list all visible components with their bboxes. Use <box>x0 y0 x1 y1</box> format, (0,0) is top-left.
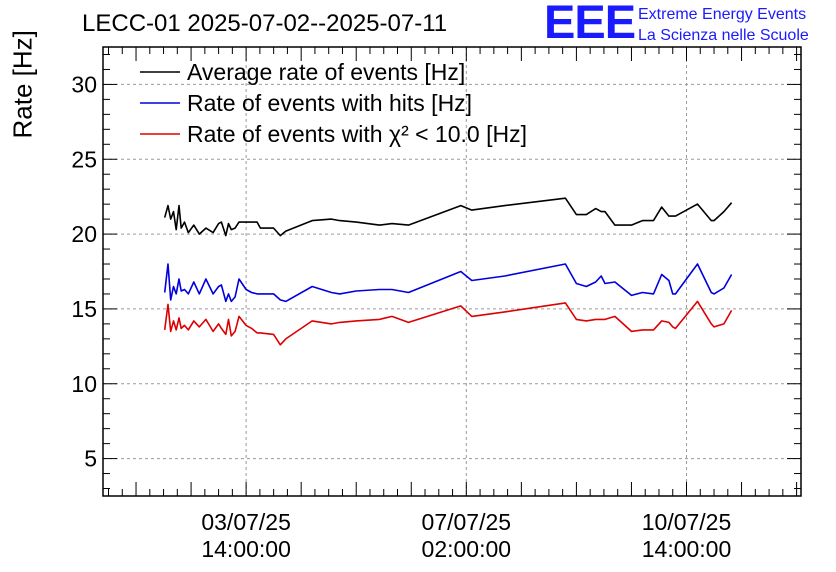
x-tick-label: 07/07/25 <box>422 509 512 535</box>
logo-line-2: La Scienza nelle Scuole <box>638 27 809 44</box>
y-tick-label: 25 <box>71 146 97 172</box>
plot-frame <box>102 46 802 497</box>
series-line-1 <box>163 263 733 303</box>
y-tick-label: 20 <box>71 221 97 247</box>
logo-line-1: Extreme Energy Events <box>638 6 807 23</box>
x-tick-label: 14:00:00 <box>642 536 732 562</box>
x-tick-label: 10/07/25 <box>642 509 732 535</box>
x-tick-label: 02:00:00 <box>422 536 512 562</box>
eee-logo-text: EEE <box>544 0 636 48</box>
legend-label-1: Rate of events with hits [Hz] <box>187 90 472 116</box>
y-tick-label: 30 <box>71 71 97 97</box>
y-tick-label: 5 <box>84 446 97 472</box>
series-line-0 <box>163 197 733 237</box>
legend-label-0: Average rate of events [Hz] <box>187 59 465 85</box>
y-axis-label: Rate [Hz] <box>7 30 38 139</box>
y-tick-label: 15 <box>71 296 97 322</box>
eee-logo-caption: Extreme Energy Events La Scienza nelle S… <box>638 4 809 46</box>
chart-title: LECC-01 2025-07-02--2025-07-11 <box>82 10 448 37</box>
x-tick-label: 14:00:00 <box>201 536 291 562</box>
x-tick-label: 03/07/25 <box>201 509 291 535</box>
series-line-2 <box>163 300 733 346</box>
legend-label-2: Rate of events with χ² < 10.0 [Hz] <box>187 121 527 147</box>
y-tick-label: 10 <box>71 371 97 397</box>
